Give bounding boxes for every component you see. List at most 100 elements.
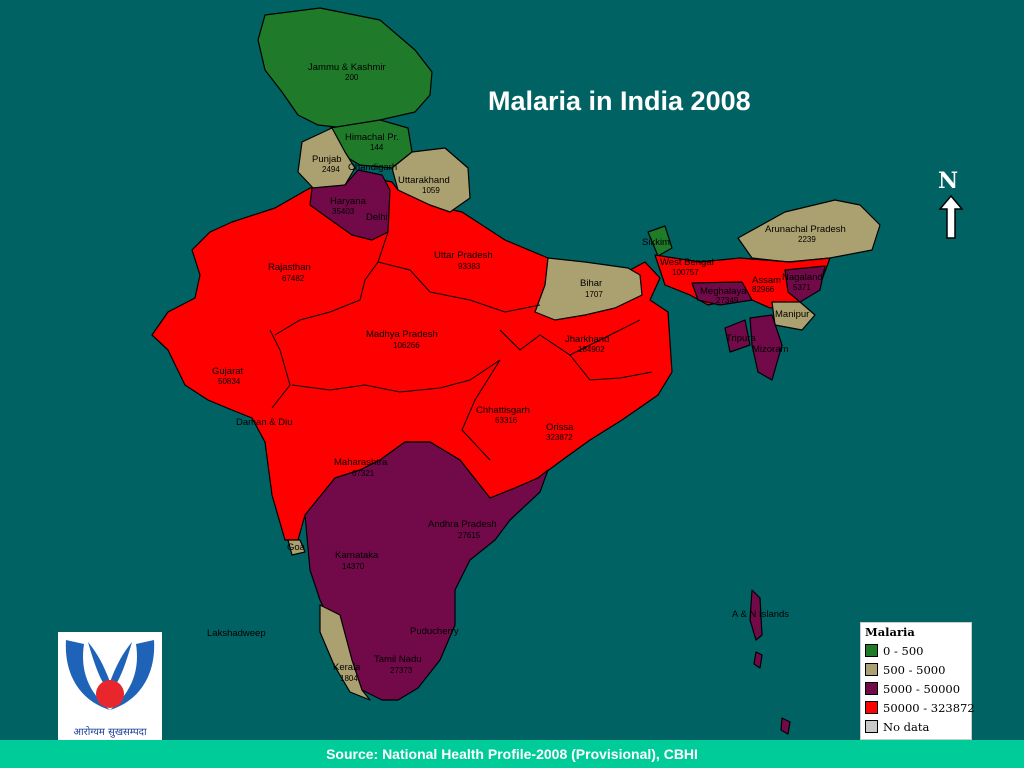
label-maharashtra: Maharashtra — [334, 457, 388, 468]
value-jharkhand: 184902 — [578, 345, 605, 354]
label-meghalaya: Meghalaya — [700, 286, 747, 297]
label-kerala: Kerala — [333, 662, 361, 673]
region-sikkim — [647, 225, 673, 257]
label-orissa: Orissa — [546, 422, 574, 433]
source-footer: Source: National Health Profile-2008 (Pr… — [0, 740, 1024, 768]
india-malaria-map: Jammu & Kashmir 200 Himachal Pr. 144 Pun… — [151, 7, 881, 735]
label-punjab: Punjab — [312, 154, 342, 165]
legend-swatch — [865, 644, 878, 657]
label-wb: West Bengal — [660, 257, 714, 268]
label-tripura: Tripura — [726, 333, 756, 344]
label-haryana: Haryana — [330, 196, 367, 207]
legend-label: 0 - 500 — [883, 643, 924, 658]
value-hp: 144 — [370, 143, 384, 152]
region-andaman — [749, 589, 763, 641]
value-up: 93383 — [458, 262, 481, 271]
legend-swatch — [865, 663, 878, 676]
north-arrow-icon — [938, 194, 964, 239]
label-puducherry: Puducherry — [410, 626, 459, 637]
value-punjab: 2494 — [322, 165, 340, 174]
region-bihar — [534, 257, 643, 321]
label-assam: Assam — [752, 275, 781, 286]
legend-item: 0 - 500 — [865, 641, 967, 660]
legend-label: 50000 - 323872 — [883, 700, 975, 715]
legend-label: 5000 - 50000 — [883, 681, 961, 696]
value-uttarakhand: 1059 — [422, 186, 440, 195]
boundary-jh-or — [569, 354, 653, 381]
boundary-cg — [499, 319, 641, 356]
legend-swatch — [865, 701, 878, 714]
label-jharkhand: Jharkhand — [565, 334, 609, 345]
value-wb: 100757 — [672, 268, 699, 277]
label-hp: Himachal Pr. — [345, 132, 399, 143]
region-uttarakhand — [391, 147, 471, 213]
label-arunachal: Arunachal Pradesh — [765, 224, 846, 235]
value-bihar: 1707 — [585, 290, 603, 299]
value-chhattisgarh: 63316 — [495, 416, 518, 425]
legend-label: 500 - 5000 — [883, 662, 946, 677]
label-goa: Goa — [287, 542, 306, 553]
label-gujarat: Gujarat — [212, 366, 244, 377]
label-uttarakhand: Uttarakhand — [398, 175, 450, 186]
lotus-logo-icon — [65, 640, 155, 710]
legend: Malaria 0 - 500 500 - 5000 5000 - 50000 … — [860, 622, 975, 740]
region-mizoram — [749, 314, 783, 381]
label-delhi: Delhi — [366, 212, 388, 223]
legend-item: 500 - 5000 — [865, 660, 967, 679]
value-rajasthan: 67482 — [282, 274, 305, 283]
label-bihar: Bihar — [580, 278, 602, 289]
value-jk: 200 — [345, 73, 359, 82]
label-ap: Andhra Pradesh — [428, 519, 497, 530]
legend-swatch — [865, 720, 878, 733]
label-tn: Tamil Nadu — [374, 654, 422, 665]
value-arunachal: 2239 — [798, 235, 816, 244]
region-tripura — [724, 319, 751, 353]
value-tn: 27373 — [390, 666, 413, 675]
boundary-guj — [269, 329, 291, 409]
value-mp: 106266 — [393, 341, 420, 350]
boundary-up-mp — [377, 261, 541, 313]
map-title: Malaria in India 2008 — [488, 86, 751, 116]
label-up: Uttar Pradesh — [434, 250, 493, 261]
label-manipur: Manipur — [775, 309, 809, 320]
region-kerala — [319, 604, 371, 701]
value-nagaland: 5371 — [793, 283, 811, 292]
logo: आरोग्यम सुखसम्पदा — [58, 632, 162, 740]
value-maharashtra: 67321 — [352, 469, 375, 478]
legend-item: 50000 - 323872 — [865, 698, 975, 717]
label-daman: Daman & Diu — [236, 417, 293, 428]
label-jk: Jammu & Kashmir — [308, 62, 386, 73]
label-karnataka: Karnataka — [335, 550, 379, 561]
boundary-mp-mh — [291, 359, 501, 393]
logo-motto: आरोग्यम सुखसम्पदा — [73, 727, 147, 738]
label-sikkim: Sikkim — [642, 237, 670, 248]
legend-item: No data — [865, 717, 967, 736]
region-andaman-small — [753, 651, 763, 669]
value-meghalaya: 27349 — [716, 296, 739, 305]
label-chhattisgarh: Chhattisgarh — [476, 405, 530, 416]
label-nagaland: Nagaland — [782, 272, 823, 283]
legend-label: No data — [883, 719, 930, 734]
legend-swatch — [865, 682, 878, 695]
label-lakshadweep: Lakshadweep — [207, 628, 266, 639]
legend-title: Malaria — [865, 625, 915, 639]
value-kerala: 1804 — [340, 674, 358, 683]
boundary-cg-or — [461, 359, 501, 461]
north-label: N — [938, 168, 959, 194]
region-meghalaya — [691, 281, 753, 306]
value-ap: 27615 — [458, 531, 481, 540]
label-rajasthan: Rajasthan — [268, 262, 311, 273]
value-assam: 82966 — [752, 285, 775, 294]
region-goa — [287, 539, 306, 556]
region-punjab — [297, 127, 356, 191]
label-chandigarh: Chandigarh — [348, 162, 397, 173]
value-orissa: 323872 — [546, 433, 573, 442]
label-mp: Madhya Pradesh — [366, 329, 438, 340]
region-nicobar — [780, 717, 791, 735]
region-nagaland — [784, 265, 826, 303]
label-mizoram: Mizoram — [752, 344, 789, 355]
label-andaman: A & N Islands — [732, 609, 789, 620]
value-haryana: 35403 — [332, 207, 355, 216]
value-karnataka: 14370 — [342, 562, 365, 571]
value-gujarat: 50834 — [218, 377, 241, 386]
